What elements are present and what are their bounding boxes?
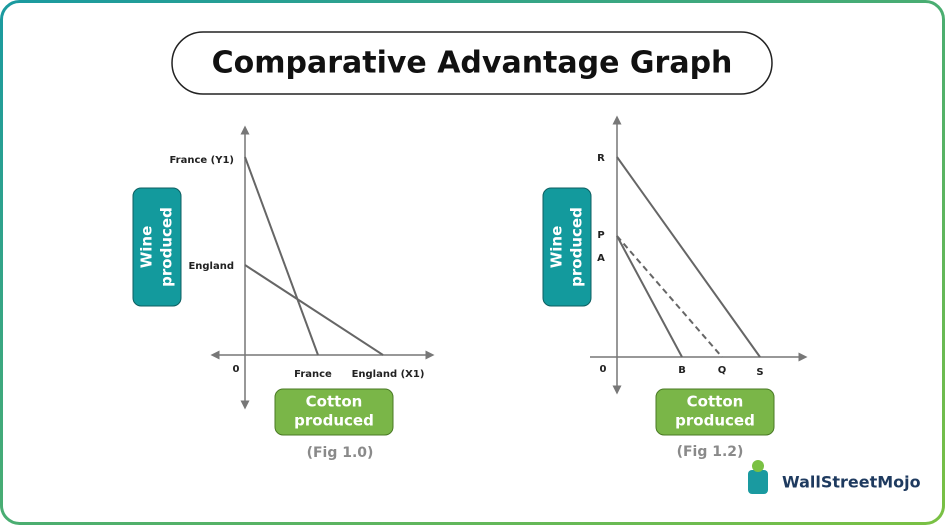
x-label: B [678, 365, 686, 376]
france-line [244, 156, 319, 356]
line-rs [616, 156, 761, 358]
x-axis-box [655, 388, 775, 436]
x-axis-title: produced [675, 412, 755, 430]
y-label: P [597, 230, 604, 241]
y-axis-box [132, 187, 182, 307]
y-axis-title: Wine [548, 226, 566, 269]
figure-2: R P A 0 B Q S Wine produced Cotton produ… [542, 115, 808, 460]
line-pb [616, 235, 683, 358]
y-axis-title: produced [568, 207, 586, 287]
caption: (Fig 1.2) [677, 444, 744, 460]
x-label: Q [718, 365, 727, 376]
figure-1: France (Y1) England 0 France England (X1… [132, 125, 435, 461]
x-label: England (X1) [352, 369, 425, 380]
logo-text: WallStreetMojo [782, 473, 921, 492]
y-axis-title: produced [158, 207, 176, 287]
x-label: S [756, 367, 763, 378]
line-pq [616, 235, 723, 358]
title-pill [171, 31, 773, 95]
y-label: R [597, 153, 605, 164]
x-axis-title: Cotton [687, 393, 744, 411]
x-axis-title: produced [294, 412, 374, 430]
y-axis-title: Wine [138, 226, 156, 269]
caption: (Fig 1.0) [307, 445, 374, 461]
england-line [244, 264, 384, 356]
x-label: France [294, 369, 332, 380]
x-axis-title: Cotton [306, 393, 363, 411]
y-label: France (Y1) [169, 155, 234, 166]
origin: 0 [600, 364, 607, 375]
x-axis-box [274, 388, 394, 436]
logo: WallStreetMojo [748, 460, 921, 494]
title: Comparative Advantage Graph [212, 46, 733, 81]
y-label: England [188, 261, 234, 272]
origin: 0 [233, 364, 240, 375]
y-label: A [597, 253, 605, 264]
y-axis-box [542, 187, 592, 307]
